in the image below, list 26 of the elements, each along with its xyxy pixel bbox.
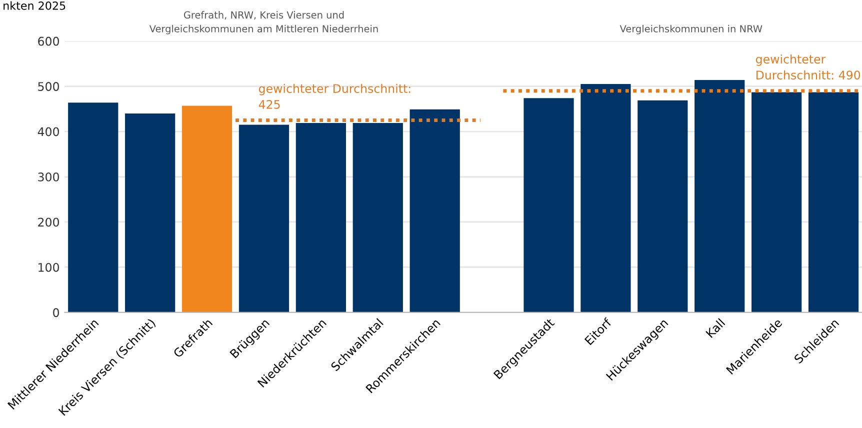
text: Grefrath, NRW, Kreis Viersen und Vergleichskommunen am Mittleren Niederrhein [149, 11, 378, 34]
y-tick-label: 200 [38, 218, 60, 227]
x-tick-label: Kall [705, 318, 726, 338]
bar [410, 109, 460, 312]
bar [352, 122, 403, 312]
bar [125, 113, 176, 312]
bar [68, 102, 118, 312]
y-tick-label: 300 [38, 172, 60, 182]
y-tick-label: 600 [38, 36, 60, 46]
y-tick-label: 500 [38, 82, 60, 91]
ref-line-label: gewichteter Durchschnitt: 490 [756, 54, 860, 80]
y-tick-label: 400 [38, 127, 60, 136]
y-tick-label: 0 [53, 308, 60, 318]
text: Vergleichskommunen in NRW [620, 24, 762, 34]
bar [296, 122, 346, 312]
ref-line-label: gewichteter Durchschnitt: 425 [258, 84, 410, 109]
chart-title: nkten 2025 [4, 1, 66, 10]
bar [182, 106, 232, 312]
bar [524, 98, 574, 312]
bar [752, 92, 802, 312]
bar [694, 80, 745, 312]
bar [238, 124, 290, 312]
y-tick-label: 100 [38, 262, 60, 272]
bar [638, 100, 688, 312]
bar [580, 84, 631, 312]
bar [808, 92, 859, 312]
